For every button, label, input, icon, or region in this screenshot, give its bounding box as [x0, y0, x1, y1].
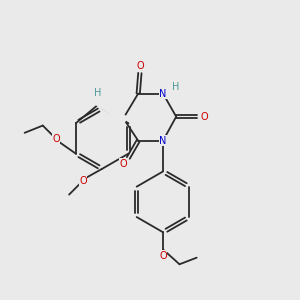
- Text: O: O: [52, 134, 60, 144]
- Text: O: O: [200, 112, 208, 122]
- Text: H: H: [94, 88, 101, 98]
- Text: O: O: [79, 176, 87, 186]
- Text: O: O: [137, 61, 144, 71]
- Text: O: O: [119, 159, 127, 169]
- Text: N: N: [159, 136, 167, 146]
- Text: H: H: [172, 82, 179, 92]
- Text: O: O: [159, 251, 167, 261]
- Text: N: N: [159, 88, 167, 98]
